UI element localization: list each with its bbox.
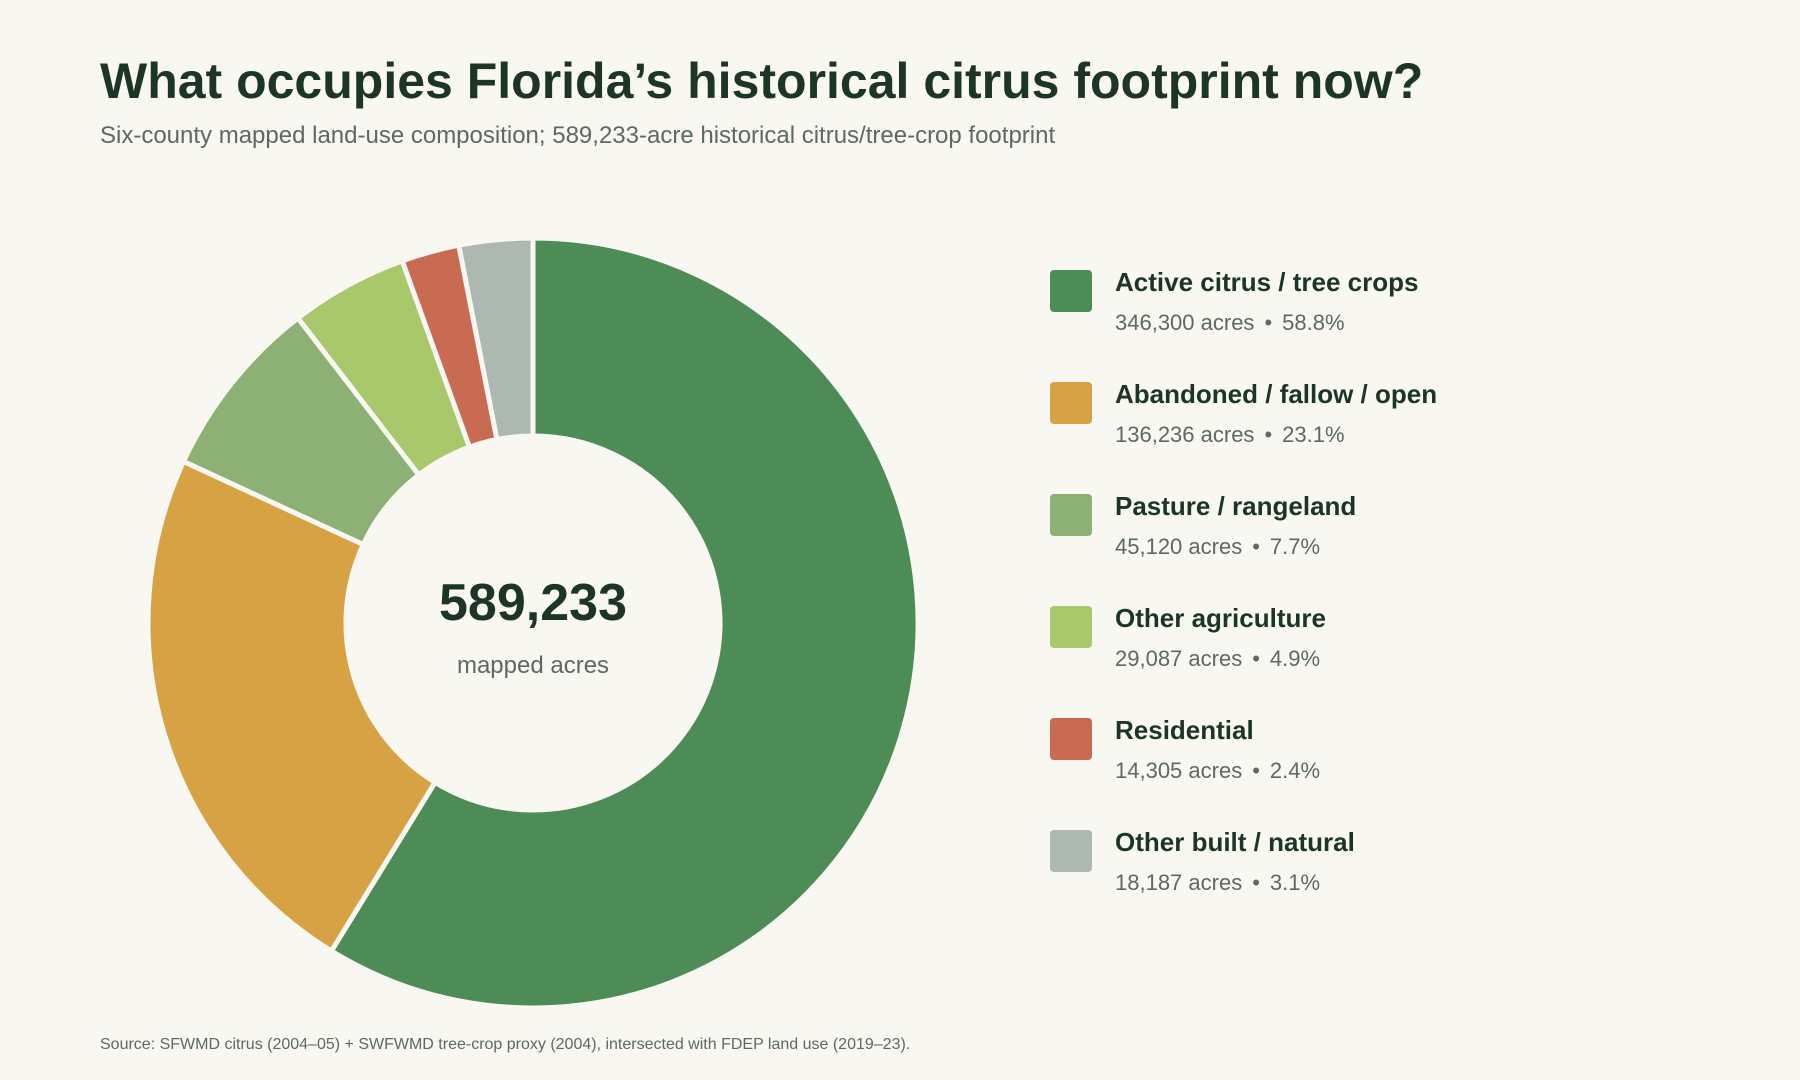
- legend-label: Pasture / rangeland: [1115, 491, 1357, 521]
- bullet-separator: •: [1252, 534, 1260, 559]
- donut-slice-1: [145, 458, 438, 954]
- bullet-separator: •: [1264, 422, 1273, 447]
- legend-acres: 29,087 acres: [1115, 646, 1243, 671]
- legend-detail: 45,120 acres • 7.7%: [1115, 534, 1320, 560]
- legend-label: Residential: [1115, 715, 1254, 745]
- legend-acres: 136,236 acres: [1115, 422, 1255, 447]
- legend-acres: 346,300 acres: [1115, 310, 1255, 335]
- bullet-separator: •: [1252, 870, 1260, 895]
- legend-label: Other agriculture: [1115, 603, 1326, 633]
- legend-item-1: Abandoned / fallow / open 136,236 acres • 2…: [1050, 374, 1750, 486]
- legend-detail: 136,236 acres • 23.1%: [1115, 422, 1345, 448]
- legend-label: Other built / natural: [1115, 827, 1355, 857]
- center-total-value: 589,233: [439, 574, 627, 632]
- legend-item-5: Other built / natural 18,187 acres • 3.1%: [1050, 822, 1750, 934]
- legend-percent: 4.9%: [1269, 646, 1321, 671]
- legend-item-4: Residential 14,305 acres • 2.4%: [1050, 710, 1750, 822]
- legend-detail: 29,087 acres • 4.9%: [1115, 646, 1320, 672]
- source-note: Source: SFWMD citrus (2004–05) + SWFWMD …: [100, 1036, 911, 1053]
- legend-detail: 346,300 acres • 58.8%: [1115, 310, 1345, 336]
- legend-swatch: [1050, 830, 1092, 872]
- bullet-separator: •: [1252, 758, 1260, 783]
- legend-item-0: Active citrus / tree crops 346,300 acres •…: [1050, 262, 1750, 374]
- legend-percent: 3.1%: [1269, 870, 1321, 895]
- legend-swatch: [1050, 270, 1092, 312]
- legend-detail: 14,305 acres • 2.4%: [1115, 758, 1320, 784]
- center-total-label: mapped acres: [457, 652, 609, 679]
- donut-slice-0: [328, 235, 921, 1011]
- legend-item-2: Pasture / rangeland 45,120 acres • 7.7%: [1050, 486, 1750, 598]
- legend-acres: 18,187 acres: [1115, 870, 1243, 895]
- legend-detail: 18,187 acres • 3.1%: [1115, 870, 1320, 896]
- legend-percent: 58.8%: [1282, 310, 1345, 335]
- bullet-separator: •: [1252, 646, 1260, 671]
- legend-label: Active citrus / tree crops: [1115, 267, 1419, 297]
- legend-swatch: [1050, 606, 1092, 648]
- chart-title: What occupies Florida’s historical citru…: [100, 53, 1424, 109]
- legend-swatch: [1050, 382, 1092, 424]
- legend-percent: 23.1%: [1282, 422, 1345, 447]
- donut-slice-5: [456, 235, 536, 443]
- chart-subtitle: Six-county mapped land-use composition; …: [100, 122, 1056, 149]
- legend-percent: 7.7%: [1269, 534, 1321, 559]
- bullet-separator: •: [1264, 310, 1273, 335]
- legend-acres: 45,120 acres: [1115, 534, 1243, 559]
- legend-percent: 2.4%: [1269, 758, 1321, 783]
- legend-label: Abandoned / fallow / open: [1115, 379, 1438, 409]
- legend-acres: 14,305 acres: [1115, 758, 1243, 783]
- chart-legend: Active citrus / tree crops 346,300 acres •…: [1050, 262, 1750, 934]
- legend-item-3: Other agriculture 29,087 acres • 4.9%: [1050, 598, 1750, 710]
- legend-swatch: [1050, 494, 1092, 536]
- legend-swatch: [1050, 718, 1092, 760]
